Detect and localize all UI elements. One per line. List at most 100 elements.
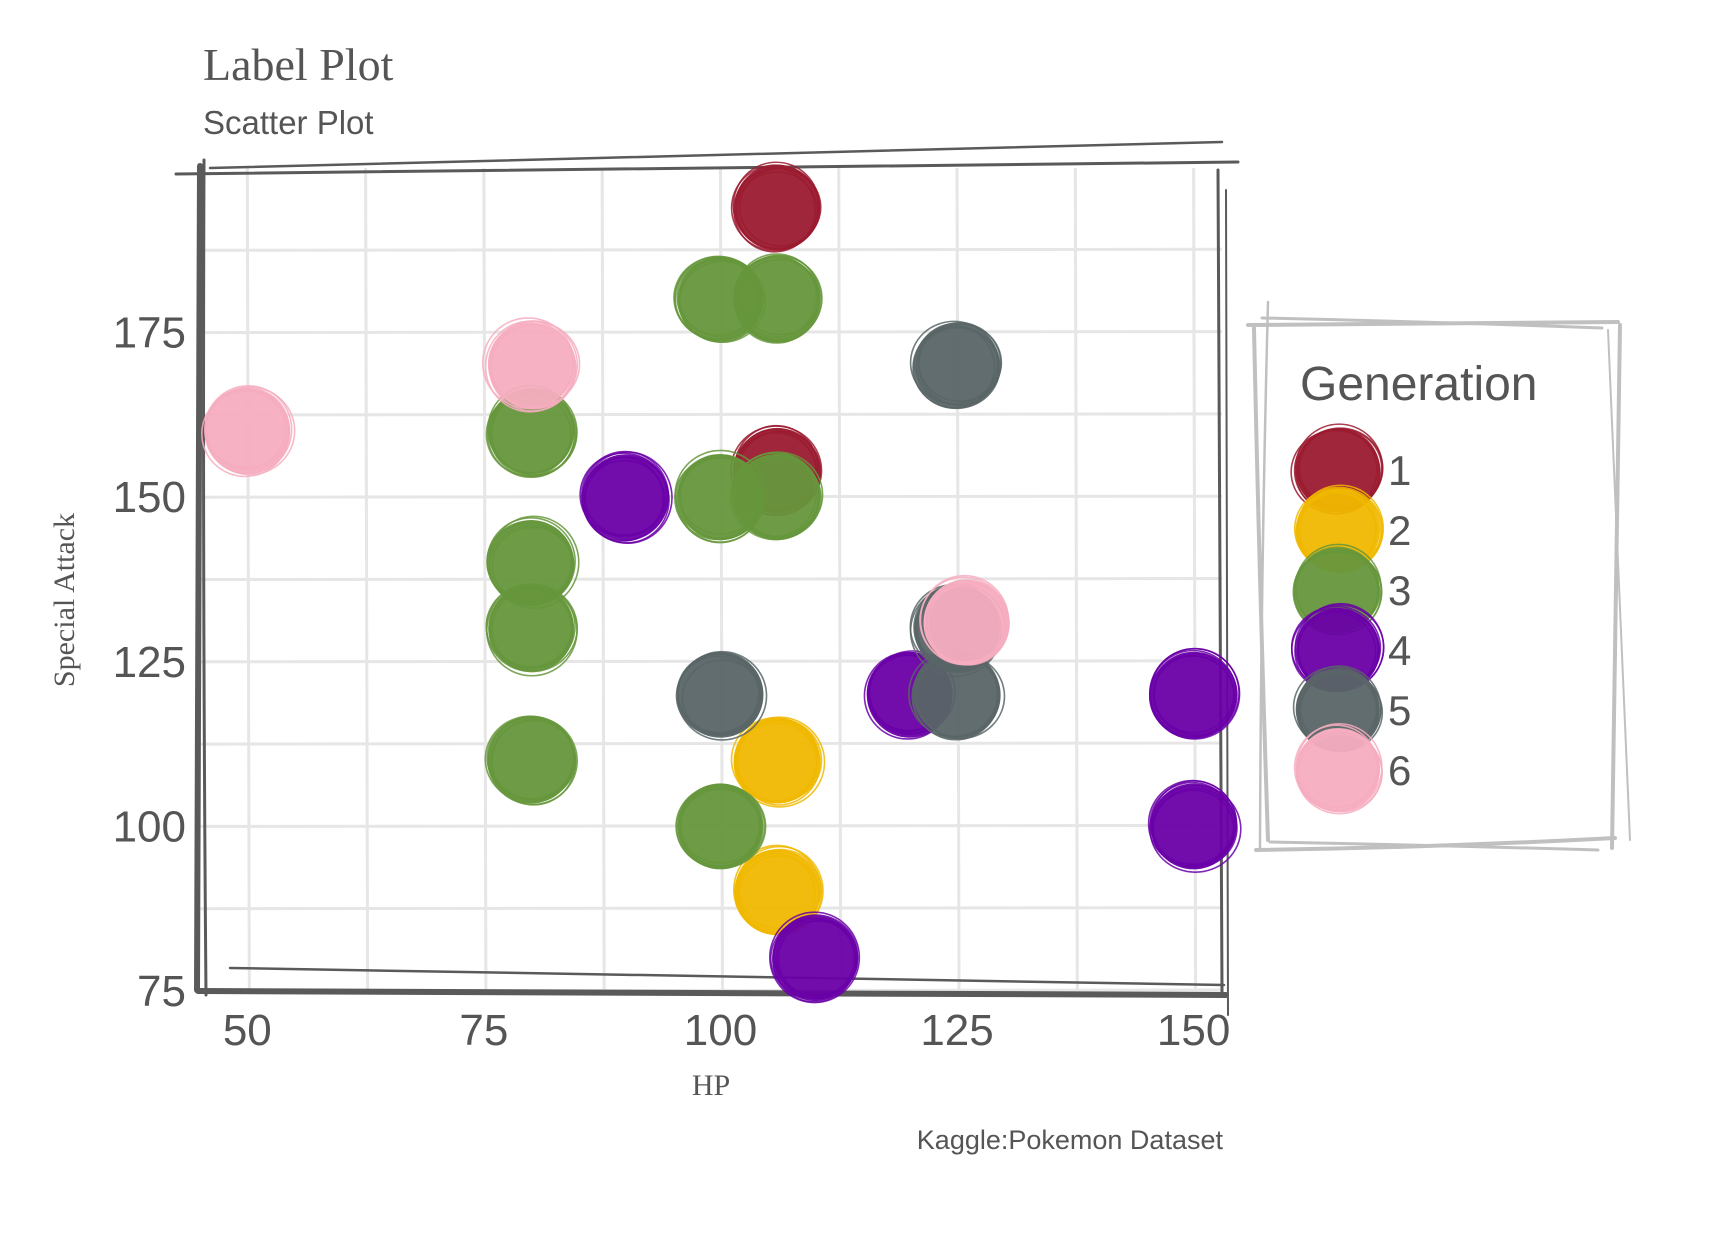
point-scribble	[489, 584, 574, 669]
point-fill	[1296, 728, 1380, 812]
legend-label: 2	[1388, 507, 1411, 554]
point-scribble	[1149, 784, 1242, 874]
legend-frame	[1252, 326, 1270, 842]
data-points	[201, 161, 1242, 1004]
point-scribble	[733, 716, 826, 808]
frame-top	[208, 140, 1224, 170]
point-fill	[914, 651, 1001, 738]
point-fill	[204, 388, 291, 475]
point-scribble	[732, 161, 820, 250]
point-fill	[488, 322, 575, 409]
point-fill	[923, 579, 1010, 666]
data-point	[730, 161, 822, 253]
x-tick-label: 75	[459, 1006, 508, 1055]
data-point	[1147, 779, 1242, 874]
frame-top	[174, 160, 1240, 176]
data-point	[909, 320, 1003, 410]
legend-frame	[1260, 316, 1604, 330]
axes: 50 75 100 125 150 75 100 125 150 175	[113, 309, 1231, 1055]
point-fill	[1150, 783, 1237, 870]
point-fill	[772, 915, 859, 1002]
point-scribble	[675, 655, 761, 737]
data-point	[675, 650, 768, 741]
x-tick-label: 150	[1157, 1006, 1230, 1055]
point-scribble	[490, 324, 577, 410]
grid-line-y	[199, 741, 1223, 746]
data-point	[730, 716, 826, 808]
point-fill	[677, 651, 764, 738]
data-point	[729, 451, 824, 541]
frame-right	[1216, 168, 1224, 994]
chart-title: Label Plot	[203, 39, 394, 90]
point-scribble	[738, 258, 821, 336]
legend-frame	[1610, 323, 1622, 850]
data-point	[481, 317, 581, 413]
point-scribble	[1297, 733, 1383, 813]
data-point	[484, 715, 578, 806]
point-scribble	[485, 583, 579, 673]
point-fill	[582, 454, 669, 541]
caption: Kaggle:Pokemon Dataset	[917, 1125, 1224, 1155]
data-point	[675, 783, 767, 870]
point-scribble	[769, 917, 856, 999]
point-scribble	[678, 786, 763, 867]
legend-label: 6	[1388, 747, 1411, 794]
legend-label: 3	[1388, 567, 1411, 614]
point-scribble	[579, 452, 668, 538]
y-tick-label: 125	[113, 638, 186, 687]
point-fill	[1296, 488, 1380, 572]
legend-label: 4	[1388, 627, 1411, 674]
data-point	[907, 649, 1006, 741]
data-point	[768, 911, 861, 1004]
point-scribble	[1149, 647, 1240, 739]
x-tick-label: 125	[920, 1006, 993, 1055]
point-scribble	[680, 788, 761, 864]
y-tick-label: 75	[137, 967, 186, 1016]
chart-subtitle: Scatter Plot	[203, 104, 374, 141]
point-scribble	[917, 323, 1003, 402]
legend-label: 5	[1388, 687, 1411, 734]
point-scribble	[488, 588, 573, 668]
point-fill	[734, 256, 821, 343]
point-scribble	[733, 256, 820, 344]
point-fill	[734, 164, 821, 251]
frame-bottom	[195, 988, 1229, 998]
point-fill	[734, 849, 821, 936]
point-scribble	[732, 452, 817, 538]
point-scribble	[484, 320, 575, 413]
y-tick-label: 175	[113, 309, 186, 358]
point-scribble	[584, 459, 666, 536]
y-tick-label: 100	[113, 802, 186, 851]
point-fill	[488, 520, 575, 607]
grid-line-y	[199, 906, 1223, 911]
point-fill	[734, 454, 821, 541]
point-fill	[488, 388, 575, 475]
legend-label: 1	[1388, 447, 1411, 494]
legend-frame	[1607, 329, 1631, 841]
point-scribble	[915, 326, 1000, 406]
point-fill	[1150, 651, 1237, 738]
point-fill	[734, 717, 821, 804]
legend-entry: 6	[1293, 722, 1411, 815]
point-scribble	[768, 911, 861, 1004]
legend: Generation 1 2 3 4 5 6	[1246, 300, 1631, 852]
point-fill	[1296, 428, 1380, 512]
point-fill	[488, 717, 575, 804]
point-scribble	[677, 785, 766, 868]
legend-frame	[1258, 300, 1270, 850]
point-scribble	[734, 719, 819, 804]
frame-bottom	[228, 966, 1226, 987]
point-scribble	[580, 450, 670, 542]
point-scribble	[1151, 787, 1238, 869]
legend-frame	[1268, 840, 1600, 852]
data-point	[919, 574, 1010, 666]
point-scribble	[1152, 655, 1235, 734]
grid-line-y	[199, 577, 1223, 581]
x-tick-label: 100	[684, 1006, 757, 1055]
point-scribble	[912, 325, 996, 409]
data-point	[579, 450, 673, 545]
grid-line-y	[199, 247, 1223, 252]
data-point	[485, 583, 579, 677]
